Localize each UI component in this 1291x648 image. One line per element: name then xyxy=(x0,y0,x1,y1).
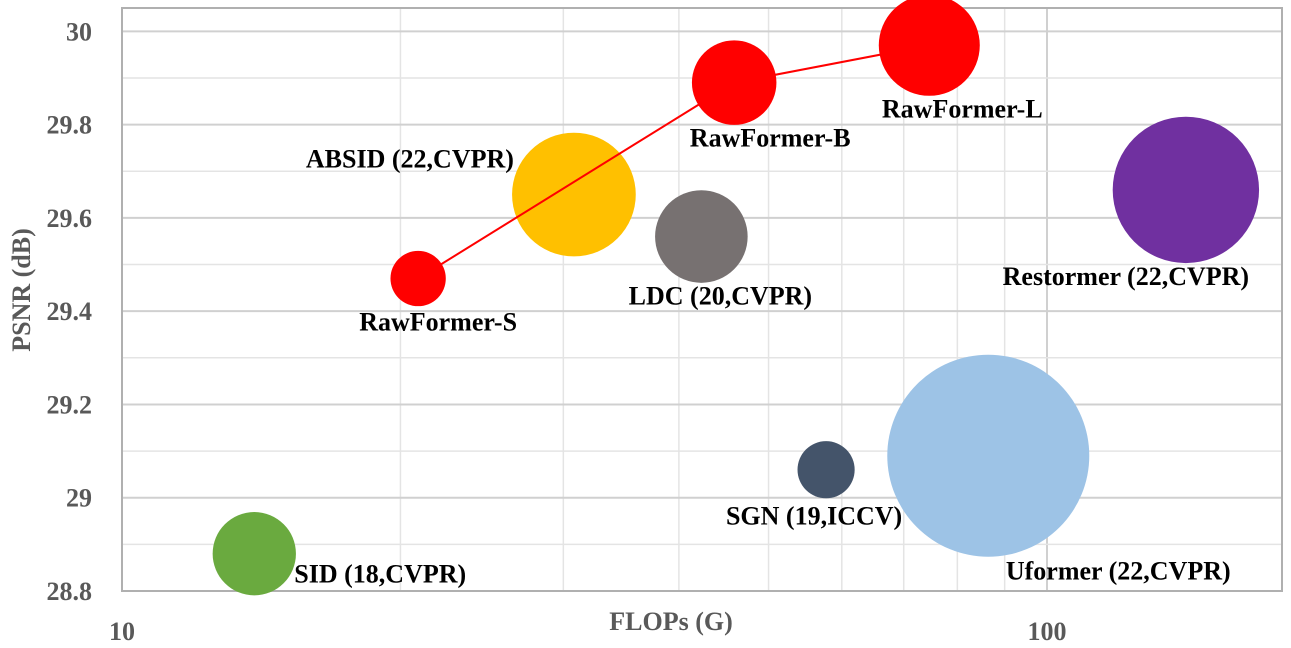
bubble-label: Uformer (22,CVPR) xyxy=(1006,557,1231,586)
bubble xyxy=(655,190,748,283)
bubbles xyxy=(212,116,1260,596)
y-tick-label: 29 xyxy=(66,484,92,513)
x-tick-label: 10 xyxy=(109,617,135,646)
bubble-label: Restormer (22,CVPR) xyxy=(1003,262,1249,291)
y-tick-label: 30 xyxy=(66,17,92,46)
x-axis-title: FLOPs (G) xyxy=(609,607,733,636)
series-point-label: RawFormer-S xyxy=(359,308,517,337)
tick-labels: 28.8 29 29.2 29.4 29.6 29.8 30 10 100 xyxy=(47,17,1067,646)
bubble-label: ABSID (22,CVPR) xyxy=(306,145,514,174)
x-tick-label: 100 xyxy=(1028,617,1067,646)
bubble xyxy=(1112,116,1260,264)
bubble-label: SGN (19,ICCV) xyxy=(726,502,902,531)
bubble-label: LDC (20,CVPR) xyxy=(629,282,812,311)
bubble xyxy=(887,354,1090,557)
series-point-label: RawFormer-L xyxy=(882,94,1043,123)
series-point xyxy=(691,40,777,125)
bubble-label: SID (18,CVPR) xyxy=(294,560,466,589)
y-tick-label: 29.2 xyxy=(47,390,93,419)
y-tick-label: 28.8 xyxy=(47,577,93,606)
plot-area-border xyxy=(121,7,1283,592)
rawformer-line xyxy=(390,0,980,307)
bubble xyxy=(212,512,296,596)
y-tick-label: 29.8 xyxy=(47,111,93,140)
bubble xyxy=(797,441,855,499)
y-tick-label: 29.4 xyxy=(47,297,93,326)
bubble xyxy=(512,132,636,257)
y-axis-title: PSNR (dB) xyxy=(7,228,36,352)
y-tick-label: 29.6 xyxy=(47,204,93,233)
series-point xyxy=(390,250,446,307)
series-point-label: RawFormer-B xyxy=(690,124,851,153)
point-labels: SID (18,CVPR) ABSID (22,CVPR) LDC (20,CVPR… xyxy=(294,94,1249,588)
series-point xyxy=(878,0,980,96)
